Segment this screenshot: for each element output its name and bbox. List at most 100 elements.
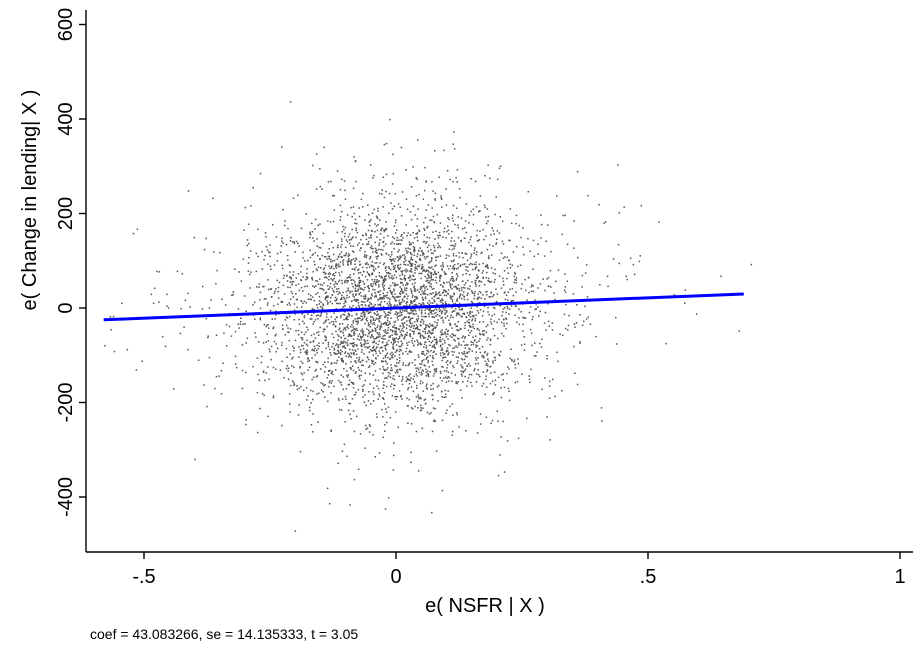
scatter-point bbox=[507, 299, 509, 301]
scatter-point bbox=[395, 411, 397, 413]
scatter-point bbox=[432, 375, 435, 377]
scatter-point bbox=[524, 317, 527, 319]
scatter-point bbox=[508, 239, 510, 242]
scatter-point bbox=[365, 428, 367, 431]
scatter-point bbox=[307, 259, 309, 262]
scatter-point bbox=[584, 272, 587, 274]
scatter-point bbox=[405, 327, 408, 329]
scatter-point bbox=[416, 367, 419, 369]
scatter-point bbox=[517, 358, 519, 360]
scatter-point bbox=[406, 310, 408, 313]
scatter-point bbox=[262, 342, 265, 344]
scatter-point bbox=[269, 255, 271, 258]
scatter-point bbox=[311, 277, 313, 280]
scatter-point bbox=[344, 189, 346, 192]
scatter-point bbox=[341, 296, 343, 299]
scatter-point bbox=[305, 213, 307, 215]
scatter-point bbox=[435, 293, 438, 295]
scatter-point bbox=[385, 314, 387, 317]
scatter-point bbox=[357, 468, 360, 470]
scatter-point bbox=[424, 296, 427, 298]
scatter-point bbox=[452, 180, 454, 183]
scatter-point bbox=[474, 290, 476, 293]
scatter-point bbox=[413, 285, 415, 288]
scatter-point bbox=[355, 285, 357, 288]
scatter-point bbox=[454, 223, 456, 226]
scatter-point bbox=[299, 365, 301, 368]
scatter-point bbox=[339, 204, 342, 207]
scatter-point bbox=[352, 285, 354, 288]
scatter-point bbox=[413, 375, 415, 377]
scatter-point bbox=[313, 286, 316, 288]
scatter-point bbox=[491, 380, 494, 383]
scatter-point bbox=[333, 291, 335, 293]
scatter-point bbox=[457, 321, 459, 323]
scatter-point bbox=[383, 245, 385, 247]
scatter-point bbox=[405, 271, 407, 273]
scatter-point bbox=[376, 311, 379, 313]
scatter-point bbox=[424, 354, 426, 356]
scatter-point bbox=[370, 336, 372, 339]
scatter-point bbox=[313, 308, 315, 311]
scatter-point bbox=[515, 222, 517, 225]
scatter-point bbox=[427, 330, 430, 332]
scatter-point bbox=[359, 281, 362, 283]
scatter-point bbox=[315, 360, 317, 363]
scatter-point bbox=[461, 397, 463, 399]
scatter-point bbox=[424, 341, 426, 343]
scatter-point bbox=[351, 228, 353, 231]
scatter-point bbox=[532, 285, 534, 287]
scatter-point bbox=[379, 336, 381, 338]
scatter-point bbox=[244, 206, 247, 209]
scatter-point bbox=[461, 289, 463, 291]
scatter-point bbox=[426, 411, 429, 414]
scatter-point bbox=[354, 344, 356, 346]
scatter-point bbox=[473, 292, 476, 295]
scatter-point bbox=[428, 299, 431, 302]
scatter-point bbox=[404, 258, 406, 260]
scatter-point bbox=[566, 280, 569, 282]
scatter-point bbox=[444, 332, 446, 334]
scatter-point bbox=[337, 334, 339, 336]
scatter-point bbox=[581, 274, 584, 277]
scatter-point bbox=[347, 409, 350, 412]
scatter-point bbox=[421, 309, 423, 311]
scatter-point bbox=[391, 262, 393, 265]
scatter-point bbox=[335, 267, 338, 269]
scatter-point bbox=[303, 315, 306, 317]
scatter-point bbox=[298, 289, 301, 292]
scatter-point bbox=[447, 352, 450, 354]
scatter-point bbox=[374, 282, 377, 284]
scatter-point bbox=[407, 247, 409, 249]
scatter-point bbox=[508, 308, 511, 310]
scatter-point bbox=[407, 277, 410, 279]
scatter-point bbox=[557, 360, 559, 363]
scatter-point bbox=[405, 198, 408, 200]
scatter-point bbox=[416, 319, 419, 322]
scatter-point bbox=[330, 296, 332, 299]
scatter-point bbox=[512, 294, 515, 297]
scatter-point bbox=[410, 290, 413, 292]
scatter-point bbox=[420, 293, 422, 296]
scatter-point bbox=[402, 284, 404, 286]
scatter-point bbox=[417, 317, 420, 320]
scatter-point bbox=[308, 409, 311, 412]
scatter-point bbox=[601, 420, 603, 422]
scatter-point bbox=[295, 240, 298, 243]
scatter-point bbox=[459, 294, 462, 297]
scatter-point bbox=[442, 285, 444, 287]
scatter-point bbox=[369, 258, 371, 260]
scatter-point bbox=[365, 254, 368, 257]
scatter-point bbox=[399, 292, 401, 294]
scatter-point bbox=[453, 264, 456, 266]
scatter-point bbox=[413, 300, 416, 302]
scatter-point bbox=[245, 423, 247, 426]
scatter-point bbox=[422, 336, 425, 338]
scatter-point bbox=[450, 244, 452, 247]
scatter-point bbox=[493, 371, 496, 373]
scatter-point bbox=[487, 358, 489, 360]
scatter-point bbox=[451, 277, 453, 280]
scatter-point bbox=[371, 330, 373, 333]
scatter-point bbox=[280, 301, 282, 303]
scatter-point bbox=[242, 323, 244, 325]
